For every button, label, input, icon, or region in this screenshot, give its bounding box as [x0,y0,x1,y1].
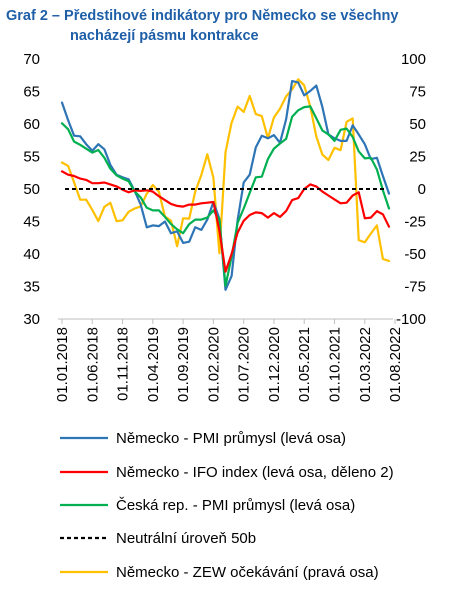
left-axis-tick-label: 70 [23,51,40,68]
x-axis-tick-label: 01.09.2019 [175,327,192,402]
legend-label-0: Německo - PMI průmysl (levá osa) [116,430,346,447]
legend-label-2: Česká rep. - PMI průmysl (levá osa) [116,497,355,514]
legend-label-3: Neutrální úroveň 50b [116,530,256,547]
chart-axes: 30 35 40 45 50 55 60 65 70 -100 -75 -50 -25 0 25 50 75 10… [23,51,426,402]
x-axis-tick-label: 01.11.2018 [115,327,132,401]
left-axis-tick-label: 55 [23,149,40,166]
x-axis-tick-label: 01.12.2020 [266,327,283,402]
chart-legend: Německo - PMI průmysl (levá osa) Německo … [60,430,394,581]
series-line-2 [60,105,391,287]
x-axis-tick-label: 01.08.2022 [387,327,404,402]
series-line-1 [60,170,391,273]
x-axis-tick-label: 01.10.2021 [327,327,344,402]
right-axis-tick-label: -75 [404,279,426,296]
left-axis-tick-label: 60 [23,116,40,133]
chart-title-line2: nacházejí pásmu kontrakce [70,28,259,44]
x-axis-tick-label: 01.06.2018 [84,327,101,402]
left-axis-tick-label: 30 [23,311,40,328]
right-axis-tick-label: -50 [404,246,426,263]
left-axis-tick-label: 65 [23,84,40,101]
chart-title-line1: Graf 2 – Předstihové indikátory pro Něme… [6,8,399,24]
x-axis-tick-label: 01.07.2020 [236,327,253,402]
x-axis-tick-label: 01.02.2020 [205,327,222,402]
x-axis-tick-label: 01.05.2021 [296,327,313,402]
left-axis-tick-label: 35 [23,279,40,296]
series-line-4 [60,78,391,262]
series-layer [60,78,391,291]
left-axis-tick-label: 50 [23,181,40,198]
legend-label-1: Německo - IFO index (levá osa, děleno 2) [116,464,394,481]
left-axis-tick-label: 40 [23,246,40,263]
right-axis-tick-label: 100 [401,51,426,68]
right-axis-tick-label: -25 [404,214,426,231]
right-axis-tick-label: -100 [396,311,426,328]
x-axis-tick-label: 01.01.2018 [54,327,71,402]
right-axis-tick-label: 50 [409,116,426,133]
x-axis-tick-label: 01.03.2022 [357,327,374,402]
right-axis-tick-label: 25 [409,149,426,166]
chart-title: Graf 2 – Předstihové indikátory pro Něme… [6,6,446,46]
right-axis-tick-label: 0 [418,181,426,198]
right-axis-tick-label: 75 [409,84,426,101]
x-axis-tick-label: 01.04.2019 [145,327,162,402]
left-axis-tick-label: 45 [23,214,40,231]
legend-label-4: Německo - ZEW očekávání (pravá osa) [116,564,379,581]
